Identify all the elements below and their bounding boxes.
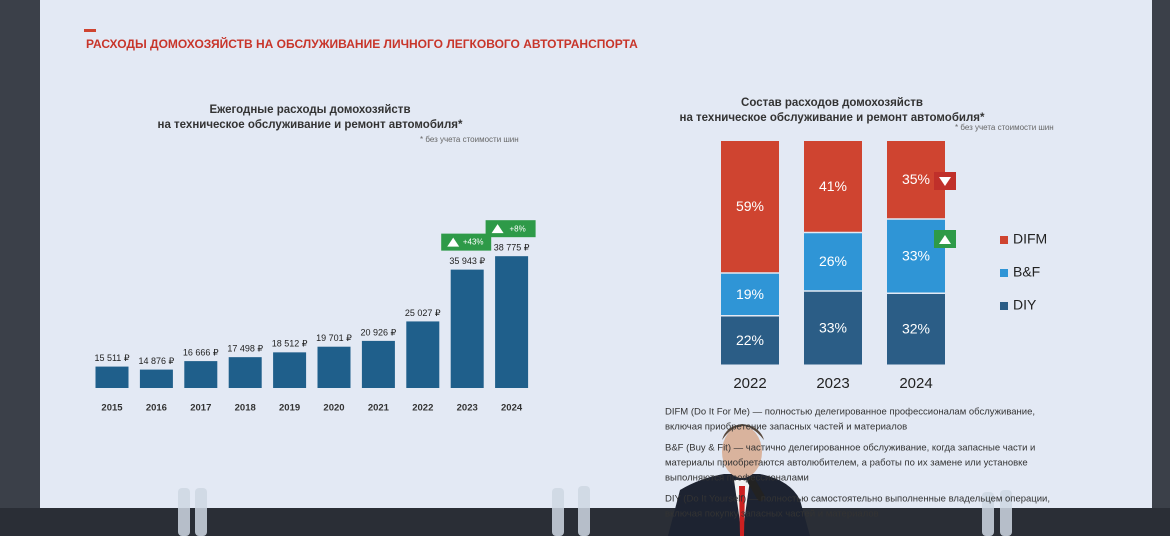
bar — [361, 340, 395, 388]
speaker — [668, 424, 810, 536]
value-label: 26% — [819, 253, 847, 269]
legend-swatch — [1000, 269, 1008, 277]
x-tick-label: 2021 — [368, 403, 390, 414]
bar — [317, 346, 351, 388]
bar-segment — [804, 291, 862, 365]
bar — [273, 352, 307, 388]
bar — [95, 366, 129, 388]
bottles — [178, 486, 1012, 536]
legend-label: DIY — [1013, 297, 1037, 313]
bar — [139, 369, 173, 388]
legend-label: DIFM — [1013, 231, 1047, 247]
up-arrow — [491, 224, 504, 234]
value-label: 38 775 ₽ — [494, 243, 530, 253]
bar-segment — [721, 273, 779, 315]
value-label: 33% — [819, 320, 847, 336]
up-arrow — [939, 235, 951, 244]
value-label: 59% — [736, 198, 764, 214]
slide — [40, 0, 1152, 522]
chart-subtitle: * без учета стоимости шин — [955, 123, 1054, 132]
x-tick-label: 2023 — [457, 403, 478, 414]
value-label: 41% — [819, 178, 847, 194]
legend-swatch — [1000, 236, 1008, 244]
value-label: 22% — [736, 332, 764, 348]
x-tick-label: 2017 — [190, 403, 211, 414]
value-label: 19% — [736, 286, 764, 302]
bar — [406, 321, 440, 388]
value-label: 17 498 ₽ — [227, 344, 263, 354]
value-label: 32% — [902, 321, 930, 337]
title-accent — [84, 29, 96, 32]
value-label: 18 512 ₽ — [272, 339, 308, 349]
note-line: B&F (Buy & Fit) — частично делегированно… — [665, 443, 1035, 454]
x-tick-label: 2020 — [323, 403, 344, 414]
value-label: 33% — [902, 248, 930, 264]
bar-segment — [804, 233, 862, 291]
annotation: +8% — [509, 224, 525, 233]
annotation: +43% — [463, 238, 484, 247]
bar-segment — [887, 294, 945, 365]
note-line: DIFM (Do It For Me) — полностью делегиро… — [665, 407, 1035, 418]
bar — [495, 256, 529, 388]
legend-label: B&F — [1013, 264, 1040, 280]
x-tick-label: 2015 — [101, 403, 123, 414]
x-tick-label: 2022 — [733, 375, 766, 392]
chart-subtitle: * без учета стоимости шин — [420, 135, 519, 144]
chart-title: Ежегодные расходы домохозяйств — [209, 104, 410, 116]
bar — [450, 269, 484, 388]
chart-title: Состав расходов домохозяйств — [741, 97, 923, 109]
note-line: включая приобретение запасных частей и м… — [665, 422, 907, 433]
value-label: 35% — [902, 171, 930, 187]
chart-title: на техническое обслуживание и ремонт авт… — [680, 112, 985, 124]
note-line: включая покупку запасных частей и матери… — [665, 509, 879, 520]
x-tick-label: 2024 — [899, 375, 932, 392]
value-label: 20 926 ₽ — [361, 327, 397, 337]
value-label: 16 666 ₽ — [183, 347, 219, 357]
x-tick-label: 2022 — [412, 403, 433, 414]
note-line: выполняются профессионалами — [665, 473, 809, 484]
x-tick-label: 2018 — [235, 403, 256, 414]
bar — [184, 361, 218, 388]
bar-segment — [721, 316, 779, 365]
chart-title: на техническое обслуживание и ремонт авт… — [158, 119, 463, 131]
up-arrow — [447, 237, 460, 247]
notes: DIFM (Do It For Me) — полностью делегиро… — [665, 407, 1050, 520]
value-label: 14 876 ₽ — [139, 356, 175, 366]
x-tick-label: 2019 — [279, 403, 300, 414]
down-arrow — [939, 177, 951, 186]
x-tick-label: 2023 — [816, 375, 849, 392]
legend-swatch — [1000, 302, 1008, 310]
value-label: 19 701 ₽ — [316, 333, 352, 343]
value-label: 25 027 ₽ — [405, 308, 441, 318]
x-tick-label: 2024 — [501, 403, 523, 414]
bar — [228, 357, 262, 388]
value-label: 15 511 ₽ — [94, 353, 129, 363]
bar-segment — [721, 141, 779, 273]
value-label: 35 943 ₽ — [449, 256, 485, 266]
x-tick-label: 2016 — [146, 403, 167, 414]
slide-title: РАСХОДЫ ДОМОХОЗЯЙСТВ НА ОБСЛУЖИВАНИЕ ЛИЧ… — [86, 36, 638, 51]
note-line: материалы приобретаются автолюбителем, а… — [665, 458, 1028, 469]
note-line: DIY (Do It Yourself) — полностью самосто… — [665, 494, 1050, 505]
bar-segment — [804, 141, 862, 232]
